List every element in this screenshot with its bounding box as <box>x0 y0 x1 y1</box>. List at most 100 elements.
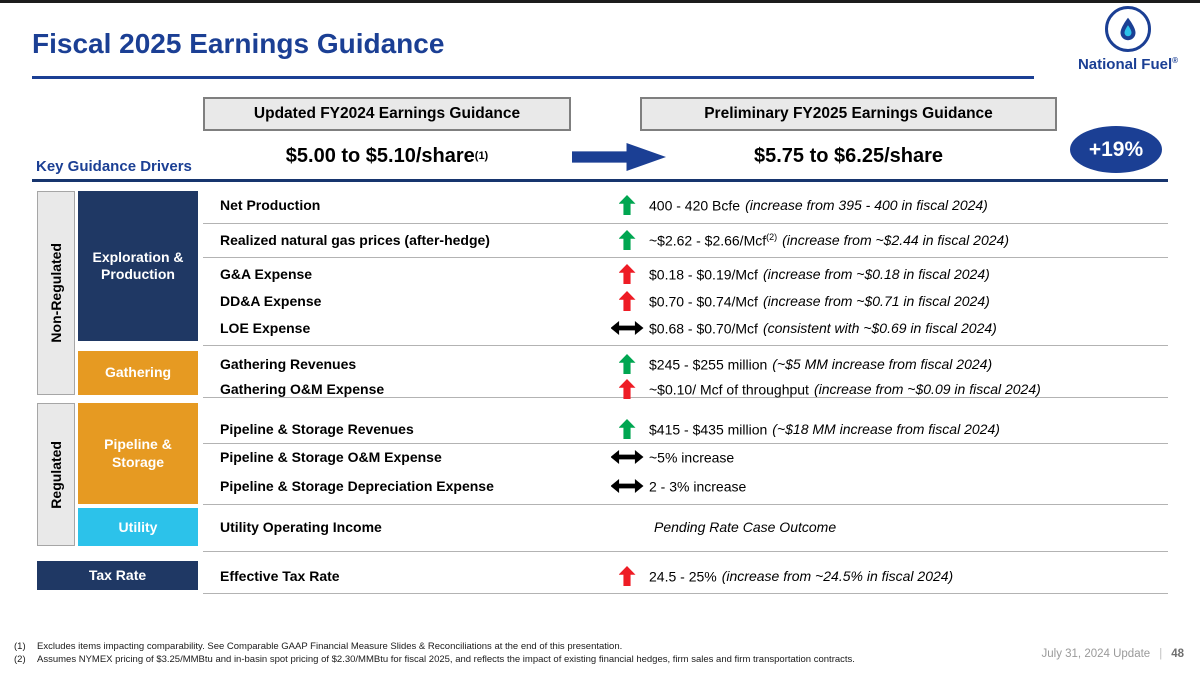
row-divider <box>203 593 1168 594</box>
row-divider <box>203 223 1168 224</box>
category-regulated: Regulated <box>37 403 75 546</box>
footnote-text: Excludes items impacting comparability. … <box>37 641 623 652</box>
logo-brand-text: National Fuel <box>1077 56 1173 73</box>
row-label: DD&A Expense <box>220 293 322 309</box>
guidance-row-effective-tax-rate: Effective Tax Rate 24.5 - 25% (increase f… <box>220 564 1168 588</box>
footnote-marker: (2) <box>14 654 26 665</box>
registered-mark: ® <box>1172 56 1179 65</box>
guidance-row-dda-expense: DD&A Expense $0.70 - $0.74/Mcf (increase … <box>220 289 1168 313</box>
row-label: Pipeline & Storage Revenues <box>220 421 414 437</box>
top-edge-bar <box>0 0 1200 3</box>
guidance-row-gathering-revenues: Gathering Revenues $245 - $255 million (~… <box>220 352 1168 376</box>
row-value: $0.70 - $0.74/Mcf (increase from ~$0.71 i… <box>649 293 990 310</box>
guidance-row-loe-expense: LOE Expense $0.68 - $0.70/Mcf (consistent… <box>220 316 1168 340</box>
row-value: 2 - 3% increase <box>649 478 747 495</box>
trend-icon <box>618 379 636 399</box>
row-divider <box>203 504 1168 505</box>
footnote-marker: (1) <box>14 641 26 652</box>
trend-cell <box>605 566 649 586</box>
trend-cell <box>605 419 649 439</box>
row-value: ~$2.62 - $2.66/Mcf(2) (increase from ~$2.… <box>649 231 1009 249</box>
row-label: Gathering Revenues <box>220 356 357 372</box>
row-divider <box>203 345 1168 346</box>
key-guidance-drivers-label: Key Guidance Drivers <box>36 158 192 175</box>
row-label: Pipeline & Storage O&M Expense <box>220 449 442 465</box>
row-divider <box>203 257 1168 258</box>
trend-cell <box>605 195 649 215</box>
guidance-row-net-production: Net Production 400 - 420 Bcfe (increase f… <box>220 193 1168 217</box>
regulated-label: Regulated <box>48 440 64 509</box>
row-divider <box>203 397 1168 398</box>
row-label: Net Production <box>220 197 321 213</box>
trend-cell <box>605 230 649 250</box>
category-non-regulated: Non-Regulated <box>37 191 75 395</box>
row-label: Pipeline & Storage Depreciation Expense <box>220 478 494 494</box>
trend-icon <box>618 230 636 250</box>
title-underline <box>32 76 1034 79</box>
guidance-row-gathering-om: Gathering O&M Expense ~$0.10/ Mcf of thr… <box>220 377 1168 401</box>
guidance-row-realized-prices: Realized natural gas prices (after-hedge… <box>220 228 1168 252</box>
row-value: Pending Rate Case Outcome <box>654 519 837 536</box>
row-label: G&A Expense <box>220 266 313 282</box>
category-utility: Utility <box>78 508 198 546</box>
row-value: $415 - $435 million (~$18 MM increase fro… <box>649 421 1000 438</box>
row-label: Effective Tax Rate <box>220 568 340 584</box>
row-value: 400 - 420 Bcfe (increase from 395 - 400 i… <box>649 197 988 214</box>
trend-icon <box>618 264 636 284</box>
trend-icon <box>618 566 636 586</box>
trend-icon <box>610 450 644 464</box>
footer-separator: | <box>1159 648 1163 660</box>
row-value: ~5% increase <box>649 449 735 466</box>
fy2024-guidance-value: $5.00 to $5.10/share (1) <box>203 141 571 171</box>
trend-cell <box>605 264 649 284</box>
trend-icon <box>610 321 644 335</box>
row-divider <box>203 551 1168 552</box>
slide-footer: July 31, 2024 Update | 48 <box>1042 648 1185 660</box>
trend-icon <box>618 195 636 215</box>
row-value: $0.18 - $0.19/Mcf (increase from ~$0.18 i… <box>649 266 990 283</box>
category-tax-rate: Tax Rate <box>37 561 198 590</box>
footnote-text: Assumes NYMEX pricing of $3.25/MMBtu and… <box>37 654 855 665</box>
row-label: LOE Expense <box>220 320 311 336</box>
category-pipeline-storage: Pipeline & Storage <box>78 403 198 504</box>
trend-cell <box>605 450 649 464</box>
guidance-row-ps-depreciation: Pipeline & Storage Depreciation Expense … <box>220 474 1168 498</box>
row-value: $0.68 - $0.70/Mcf (consistent with ~$0.69… <box>649 320 997 337</box>
row-value: ~$0.10/ Mcf of throughput (increase from … <box>649 381 1041 398</box>
national-fuel-logo: National Fuel® <box>1066 6 1190 73</box>
footnote-2: (2) Assumes NYMEX pricing of $3.25/MMBtu … <box>14 654 855 665</box>
fy2024-guidance-header: Updated FY2024 Earnings Guidance <box>203 97 571 131</box>
category-exploration-production: Exploration & Production <box>78 191 198 341</box>
row-divider <box>203 443 1168 444</box>
guidance-table: Non-Regulated Exploration & Production G… <box>37 190 1168 602</box>
guidance-row-ps-om: Pipeline & Storage O&M Expense ~5% incre… <box>220 445 1168 469</box>
guidance-row-ga-expense: G&A Expense $0.18 - $0.19/Mcf (increase f… <box>220 262 1168 286</box>
row-label: Realized natural gas prices (after-hedge… <box>220 232 490 248</box>
row-value: 24.5 - 25% (increase from ~24.5% in fisca… <box>649 568 954 585</box>
page-number: 48 <box>1171 648 1184 660</box>
trend-icon <box>618 291 636 311</box>
header-divider <box>32 179 1168 182</box>
trend-cell <box>605 379 649 399</box>
footer-date: July 31, 2024 Update <box>1041 648 1151 660</box>
trend-cell <box>605 354 649 374</box>
logo-wordmark: National Fuel® <box>1066 56 1190 73</box>
footnote-1: (1) Excludes items impacting comparabilit… <box>14 641 622 652</box>
row-value: $245 - $255 million (~$5 MM increase from… <box>649 356 993 373</box>
category-gathering: Gathering <box>78 351 198 395</box>
trend-cell <box>605 479 649 493</box>
trend-icon <box>610 479 644 493</box>
fy2025-guidance-header: Preliminary FY2025 Earnings Guidance <box>640 97 1057 131</box>
trend-cell <box>605 291 649 311</box>
fy2024-value-text: $5.00 to $5.10/share <box>285 144 475 167</box>
guidance-row-ps-revenues: Pipeline & Storage Revenues $415 - $435 … <box>220 417 1168 441</box>
footnote-marker-1: (1) <box>474 150 489 162</box>
delta-badge: +19% <box>1070 126 1162 173</box>
trend-icon <box>618 354 636 374</box>
non-regulated-label: Non-Regulated <box>48 243 64 343</box>
page-title: Fiscal 2025 Earnings Guidance <box>32 28 445 59</box>
row-label: Utility Operating Income <box>220 519 382 535</box>
trend-icon <box>618 419 636 439</box>
row-label: Gathering O&M Expense <box>220 381 385 397</box>
